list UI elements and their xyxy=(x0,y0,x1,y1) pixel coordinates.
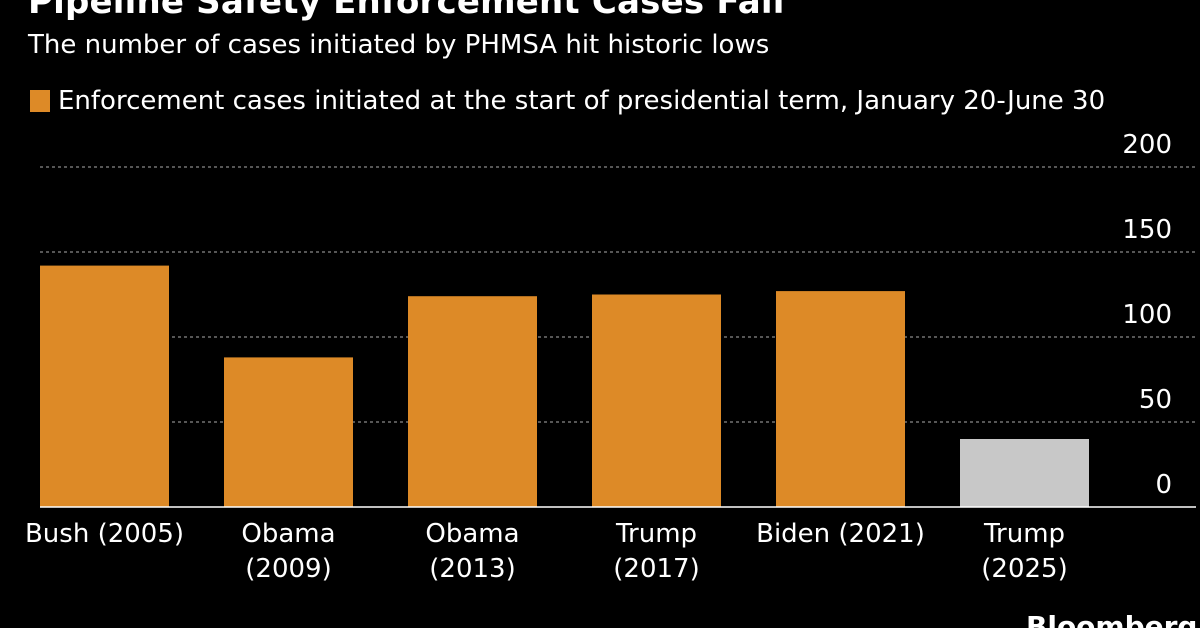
bar xyxy=(776,291,905,507)
legend-swatch xyxy=(30,90,50,112)
y-tick-label: 150 xyxy=(1122,215,1172,245)
x-tick-label-line: (2025) xyxy=(981,554,1067,584)
legend: Enforcement cases initiated at the start… xyxy=(30,86,1105,116)
chart-subtitle: The number of cases initiated by PHMSA h… xyxy=(28,30,770,60)
chart-title: Pipeline Safety Enforcement Cases Fall xyxy=(28,0,785,22)
y-tick-label: 200 xyxy=(1122,130,1172,160)
y-tick-label: 0 xyxy=(1155,470,1172,500)
x-tick-label-line: Bush (2005) xyxy=(25,519,184,549)
bar xyxy=(960,439,1089,507)
x-tick-label-line: Obama xyxy=(425,519,519,549)
x-tick-label-line: Trump xyxy=(983,519,1065,549)
y-tick-label: 50 xyxy=(1139,385,1172,415)
x-tick-label: Obama (2013) xyxy=(425,519,519,584)
bar xyxy=(40,265,169,507)
source-logo: Bloomberg xyxy=(1026,610,1198,628)
x-tick-label-line: Trump xyxy=(615,519,697,549)
x-tick-label-line: (2013) xyxy=(429,554,515,584)
x-tick-label: Trump (2025) xyxy=(981,519,1067,584)
y-tick-label: 100 xyxy=(1122,300,1172,330)
x-tick-label: Obama (2009) xyxy=(241,519,335,584)
x-tick-label: Trump (2017) xyxy=(613,519,699,584)
x-tick-label-line: (2017) xyxy=(613,554,699,584)
x-tick-label: Biden (2021) xyxy=(756,519,925,549)
legend-label: Enforcement cases initiated at the start… xyxy=(58,86,1106,116)
x-tick-label-line: Biden (2021) xyxy=(756,519,925,549)
x-tick-label-line: Obama xyxy=(241,519,335,549)
bar xyxy=(408,296,537,507)
x-tick-label-line: (2009) xyxy=(245,554,331,584)
x-tick-label: Bush (2005) xyxy=(25,519,184,549)
bar xyxy=(224,357,353,507)
bar xyxy=(592,294,721,507)
